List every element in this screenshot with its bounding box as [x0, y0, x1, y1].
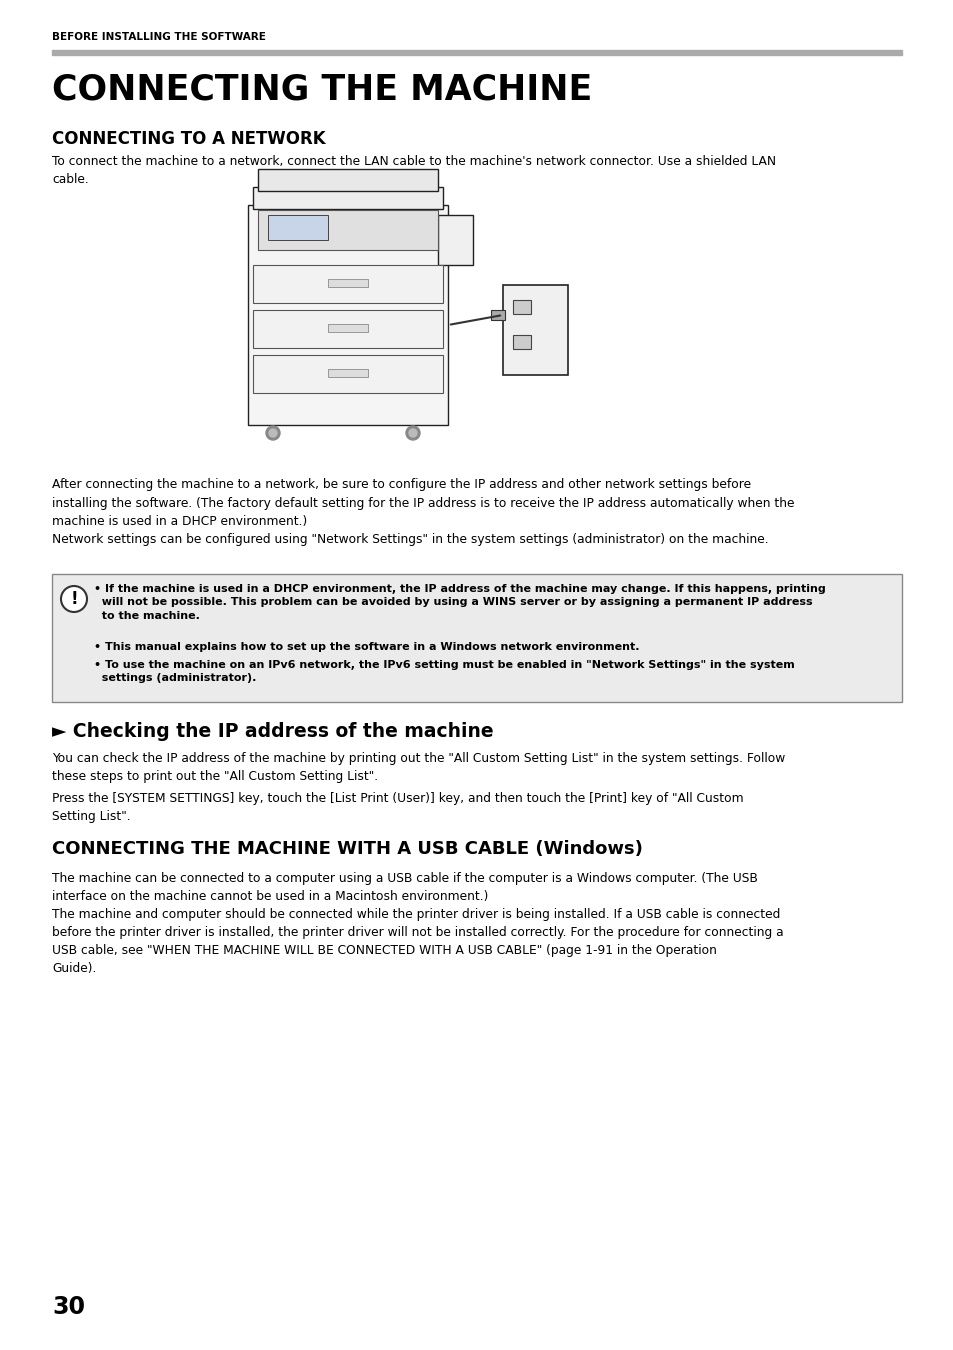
Text: Press the [SYSTEM SETTINGS] key, touch the [List Print (User)] key, and then tou: Press the [SYSTEM SETTINGS] key, touch t… — [52, 792, 742, 824]
FancyBboxPatch shape — [328, 324, 368, 332]
FancyBboxPatch shape — [248, 205, 448, 425]
FancyBboxPatch shape — [491, 310, 504, 320]
FancyBboxPatch shape — [253, 355, 442, 393]
Text: CONNECTING THE MACHINE WITH A USB CABLE (Windows): CONNECTING THE MACHINE WITH A USB CABLE … — [52, 840, 642, 859]
Text: 30: 30 — [52, 1295, 85, 1319]
FancyBboxPatch shape — [257, 169, 437, 190]
Text: BEFORE INSTALLING THE SOFTWARE: BEFORE INSTALLING THE SOFTWARE — [52, 32, 266, 42]
FancyBboxPatch shape — [437, 215, 473, 265]
Text: After connecting the machine to a network, be sure to configure the IP address a: After connecting the machine to a networ… — [52, 478, 794, 547]
Text: !: ! — [71, 590, 78, 608]
Bar — [52, 50, 901, 55]
Text: To connect the machine to a network, connect the LAN cable to the machine's netw: To connect the machine to a network, con… — [52, 155, 776, 186]
FancyBboxPatch shape — [253, 188, 442, 209]
Circle shape — [61, 586, 87, 612]
FancyBboxPatch shape — [268, 215, 328, 240]
FancyBboxPatch shape — [253, 310, 442, 348]
Circle shape — [269, 429, 276, 437]
FancyBboxPatch shape — [328, 279, 368, 288]
Text: The machine can be connected to a computer using a USB cable if the computer is : The machine can be connected to a comput… — [52, 872, 782, 975]
Text: CONNECTING TO A NETWORK: CONNECTING TO A NETWORK — [52, 130, 325, 148]
FancyBboxPatch shape — [253, 265, 442, 302]
FancyBboxPatch shape — [328, 369, 368, 377]
Text: • This manual explains how to set up the software in a Windows network environme: • This manual explains how to set up the… — [94, 643, 639, 652]
Text: CONNECTING THE MACHINE: CONNECTING THE MACHINE — [52, 72, 592, 107]
Text: You can check the IP address of the machine by printing out the "All Custom Sett: You can check the IP address of the mach… — [52, 752, 784, 783]
Circle shape — [409, 429, 416, 437]
Text: ► Checking the IP address of the machine: ► Checking the IP address of the machine — [52, 722, 493, 741]
Text: • To use the machine on an IPv6 network, the IPv6 setting must be enabled in "Ne: • To use the machine on an IPv6 network,… — [94, 660, 794, 683]
Circle shape — [406, 427, 419, 440]
FancyBboxPatch shape — [513, 335, 531, 350]
Text: • If the machine is used in a DHCP environment, the IP address of the machine ma: • If the machine is used in a DHCP envir… — [94, 585, 825, 621]
FancyBboxPatch shape — [502, 285, 567, 375]
Circle shape — [266, 427, 280, 440]
FancyBboxPatch shape — [52, 574, 901, 702]
FancyBboxPatch shape — [513, 300, 531, 315]
FancyBboxPatch shape — [257, 211, 437, 250]
